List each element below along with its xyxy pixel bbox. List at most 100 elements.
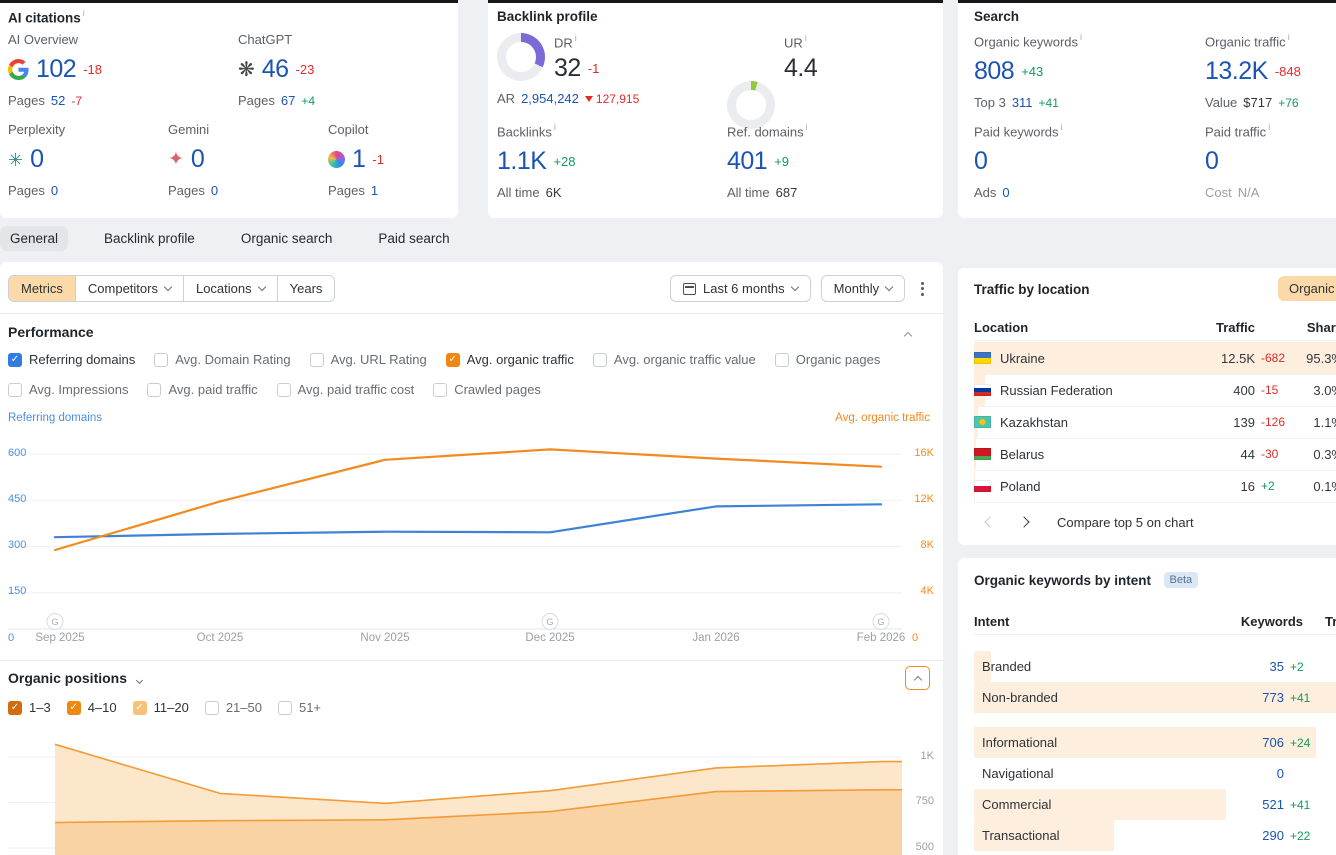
checkbox-avg-organic-traffic-value[interactable]: Avg. organic traffic value — [592, 352, 756, 367]
intent-row-commercial[interactable]: Commercial 521 +41 — [974, 789, 1336, 820]
tab-general[interactable]: General — [0, 225, 69, 251]
ur-label: UR — [784, 35, 803, 51]
copilot-icon — [328, 151, 345, 168]
intent-row-transactional[interactable]: Transactional 290 +22 — [974, 820, 1336, 851]
checkbox-avg-paid-traffic-cost[interactable]: Avg. paid traffic cost — [276, 382, 414, 397]
google-update-marker[interactable]: G — [46, 613, 64, 630]
intent-row-informational[interactable]: Informational 706 +24 — [974, 727, 1336, 758]
organic-keywords-metric: Organic keywords i 808 +43 Top 3 311 +41 — [974, 32, 1083, 111]
location-row-russia[interactable]: Russian Federation 400 -15 3.0% — [974, 374, 1336, 406]
column-header-traffic[interactable]: Traffic — [1325, 614, 1336, 629]
column-header-keywords[interactable]: Keywords — [1240, 614, 1303, 629]
paid-keywords-value[interactable]: 0 — [974, 147, 988, 176]
organic-filter-button[interactable]: Organic — [1278, 276, 1336, 301]
column-header-intent[interactable]: Intent — [974, 614, 1010, 629]
checkbox-organic-pages[interactable]: Organic pages — [774, 352, 880, 367]
organic-traffic-metric: Organic traffic i 13.2K -848 Value $717 +… — [1205, 32, 1301, 111]
checkbox-avg-impressions[interactable]: Avg. Impressions — [8, 382, 128, 397]
organic-traffic-value[interactable]: 13.2K — [1205, 57, 1268, 86]
organic-keywords-value[interactable]: 808 — [974, 57, 1015, 86]
ai-citations-card: AI citations i AI Overview 102 -18 Pages … — [0, 0, 458, 218]
checkbox-referring-domains[interactable]: ✓ Referring domains — [8, 352, 135, 367]
collapse-organic-positions-button[interactable] — [905, 666, 930, 690]
checkbox-avg-url-rating[interactable]: Avg. URL Rating — [309, 352, 427, 367]
google-update-marker[interactable]: G — [541, 613, 559, 630]
organic-positions-title[interactable]: Organic positions — [8, 670, 144, 688]
checkbox-crawled-pages[interactable]: Crawled pages — [433, 382, 541, 397]
search-card: Search Organic keywords i 808 +43 Top 3 3… — [958, 0, 1336, 218]
column-header-location[interactable]: Location — [974, 320, 1029, 335]
column-header-traffic[interactable]: Traffic — [1215, 320, 1255, 335]
pages-value[interactable]: 67 — [280, 93, 296, 108]
tab-organic-search[interactable]: Organic search — [240, 230, 333, 246]
column-header-share[interactable]: Share — [1306, 320, 1336, 335]
info-icon: i — [1268, 122, 1271, 132]
tab-paid-search[interactable]: Paid search — [378, 230, 450, 246]
chevron-down-icon — [790, 282, 799, 292]
prev-page-arrow[interactable] — [984, 516, 996, 528]
pages-value[interactable]: 0 — [210, 183, 219, 198]
backlinks-value[interactable]: 1.1K — [497, 147, 547, 176]
y-axis-tick: 4K — [920, 585, 934, 597]
years-segment[interactable]: Years — [276, 276, 335, 301]
google-update-marker[interactable]: G — [872, 613, 890, 630]
next-page-arrow[interactable] — [1018, 516, 1030, 528]
collapse-performance-button[interactable] — [903, 326, 913, 344]
google-g-icon — [8, 59, 29, 80]
info-icon: i — [1080, 32, 1083, 42]
y-axis-tick: 1K — [920, 750, 934, 762]
location-row-poland[interactable]: Poland 16 +2 0.1% — [974, 470, 1336, 502]
location-row-kazakhstan[interactable]: Kazakhstan 139 -126 1.1% — [974, 406, 1336, 438]
checkbox-avg-organic-traffic[interactable]: ✓ Avg. organic traffic — [445, 352, 574, 367]
perplexity-value[interactable]: 0 — [30, 145, 44, 173]
pages-value[interactable]: 52 — [50, 93, 66, 108]
tab-backlink-profile[interactable]: Backlink profile — [104, 230, 195, 246]
beta-badge: Beta — [1163, 572, 1199, 588]
dr-value: 32 — [554, 54, 581, 83]
checkbox-pos-51plus[interactable]: 51+ — [277, 700, 321, 715]
pages-value[interactable]: 0 — [50, 183, 59, 198]
left-series-label: Referring domains — [8, 412, 102, 424]
paid-keywords-metric: Paid keywords i 0 Ads 0 — [974, 122, 1063, 201]
info-icon: i — [1060, 122, 1063, 132]
ar-value[interactable]: 2,954,242 — [521, 91, 579, 106]
checkbox-pos-4-10[interactable]: ✓ 4–10 — [66, 700, 117, 715]
copilot-value[interactable]: 1 — [352, 145, 366, 173]
dr-label: DR — [554, 35, 573, 51]
ukraine-flag-icon — [974, 352, 991, 364]
location-row-ukraine[interactable]: Ukraine 12.5K -682 95.3% — [974, 342, 1336, 374]
chatgpt-value[interactable]: 46 — [261, 55, 289, 83]
checkbox-pos-11-20[interactable]: ✓ 11–20 — [132, 700, 189, 715]
location-row-belarus[interactable]: Belarus 44 -30 0.3% — [974, 438, 1336, 470]
gemini-metric: Gemini ✦ 0 Pages 0 — [168, 122, 219, 198]
checkbox-avg-paid-traffic[interactable]: Avg. paid traffic — [147, 382, 258, 397]
ai-overview-metric: AI Overview 102 -18 Pages 52 -7 — [8, 32, 103, 108]
checkbox-avg-domain-rating[interactable]: Avg. Domain Rating — [154, 352, 291, 367]
metrics-segment[interactable]: Metrics — [9, 276, 75, 301]
ai-overview-value[interactable]: 102 — [36, 55, 77, 83]
y-axis-tick: 12K — [914, 493, 934, 505]
ai-citations-title: AI citations i — [8, 8, 85, 26]
checkbox-pos-1-3[interactable]: ✓ 1–3 — [8, 700, 51, 715]
chevron-down-icon — [163, 282, 173, 292]
gemini-value[interactable]: 0 — [190, 145, 205, 173]
paid-traffic-value[interactable]: 0 — [1205, 147, 1219, 176]
ur-value: 4.4 — [784, 54, 818, 83]
compare-top5-link[interactable]: Compare top 5 on chart — [1057, 515, 1194, 530]
kazakhstan-flag-icon — [974, 416, 991, 428]
kebab-menu-icon[interactable] — [915, 276, 930, 302]
locations-segment[interactable]: Locations — [182, 276, 277, 301]
checkbox-pos-21-50[interactable]: 21–50 — [204, 700, 262, 715]
date-range-button[interactable]: Last 6 months — [670, 275, 811, 302]
backlink-profile-title: Backlink profile — [497, 9, 598, 24]
copilot-metric: Copilot 1 -1 Pages 1 — [328, 122, 384, 198]
intent-row-non-branded[interactable]: Non-branded 773 +41 — [974, 682, 1336, 713]
x-axis-tick: Nov 2025 — [360, 632, 410, 644]
granularity-button[interactable]: Monthly — [820, 275, 906, 302]
pages-value[interactable]: 1 — [370, 183, 379, 198]
intent-row-navigational[interactable]: Navigational 0 — [982, 766, 1284, 781]
intent-row-branded[interactable]: Branded 35 +2 — [974, 651, 1336, 682]
y-axis-tick: 16K — [914, 447, 934, 459]
ref-domains-value[interactable]: 401 — [727, 147, 768, 176]
competitors-segment[interactable]: Competitors — [74, 276, 183, 301]
